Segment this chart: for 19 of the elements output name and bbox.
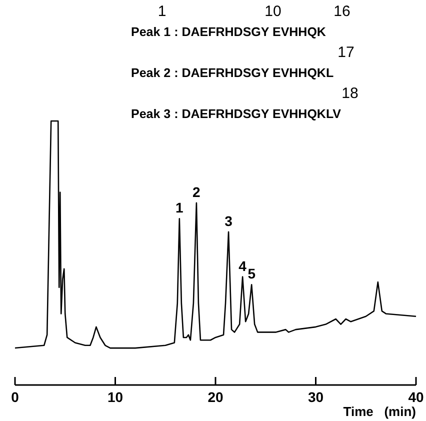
text: 18 xyxy=(342,85,358,102)
text: 10 xyxy=(264,3,282,20)
text: 17 xyxy=(338,44,354,61)
annotation: 4 xyxy=(238,258,247,274)
text: 1 xyxy=(158,3,166,20)
annotation: 3 xyxy=(224,212,233,229)
text: 16 xyxy=(334,3,350,20)
annotation: Peak 3 : DAEFRHDSGY EVHHQKLV xyxy=(131,107,342,121)
annotation: 5 xyxy=(248,266,256,282)
x-tick-label: 40 xyxy=(408,389,424,405)
x-axis-title: Time (min) xyxy=(343,404,416,419)
x-tick-label: 30 xyxy=(308,389,324,405)
text: Peak 2 : DAEFRHDSGY EVHHQKL xyxy=(131,66,334,80)
x-tick-label: 0 xyxy=(11,389,20,405)
x-tick-label: 20 xyxy=(208,389,224,405)
x-tick-label: 10 xyxy=(107,389,124,405)
text: Peak 1 : DAEFRHDSGY EVHHQK xyxy=(131,25,326,39)
annotation: 1 xyxy=(176,200,184,216)
annotation: 2 xyxy=(192,184,201,200)
